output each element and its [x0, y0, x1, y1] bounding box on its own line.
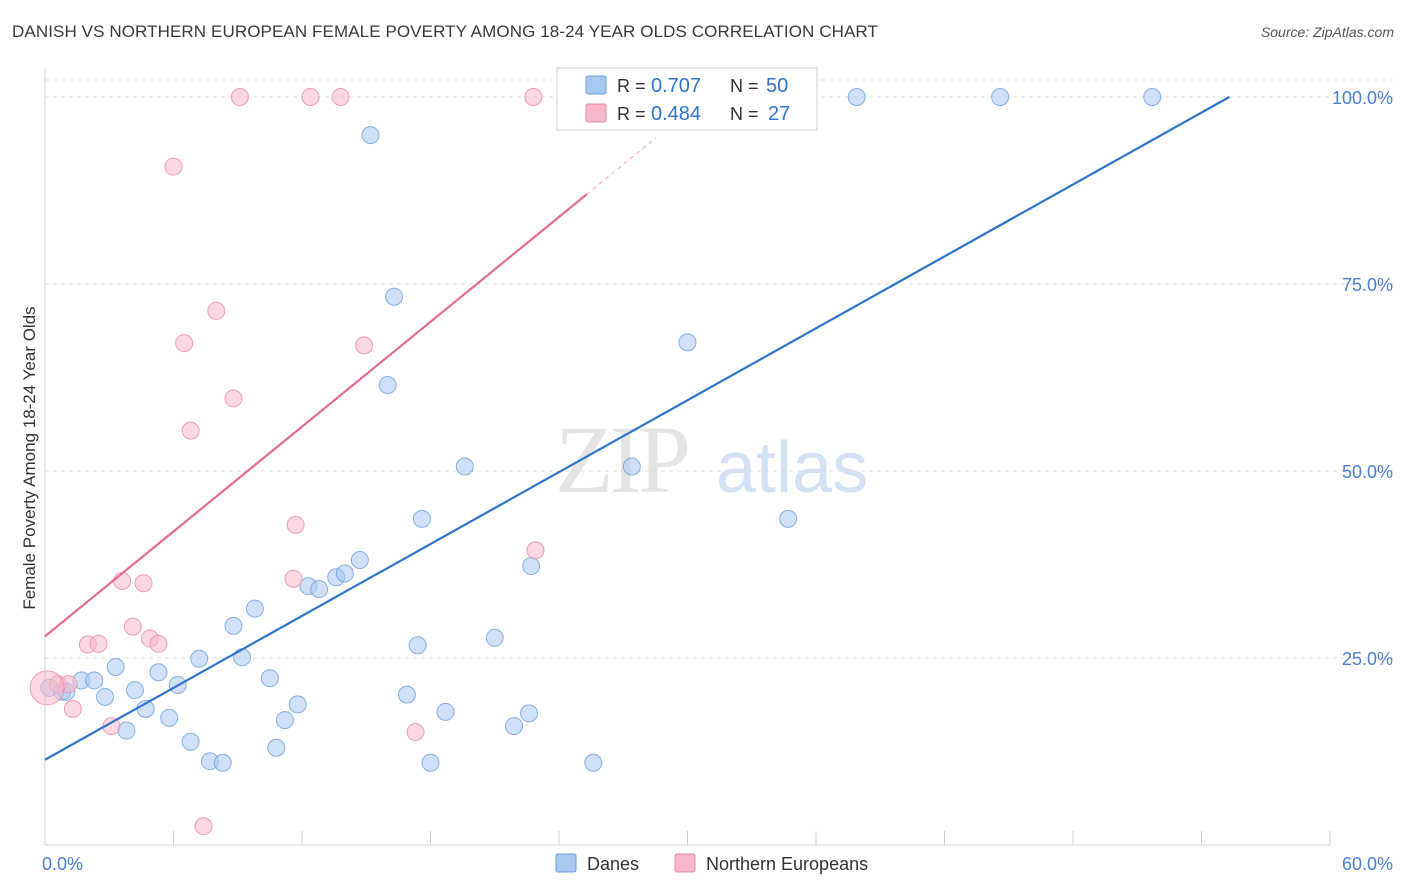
point-danes: [85, 671, 104, 690]
point-northern-europeans: [301, 88, 320, 106]
point-danes: [779, 509, 798, 528]
point-northern-europeans: [175, 334, 194, 353]
source-label: Source: ZipAtlas.com: [1260, 24, 1394, 40]
watermark-atlas: atlas: [716, 428, 868, 508]
legend-swatch-danes: [555, 853, 577, 873]
stats-swatch-danes: [585, 75, 607, 95]
point-danes: [260, 669, 279, 688]
point-northern-europeans: [194, 817, 213, 836]
point-northern-europeans: [224, 389, 243, 408]
point-danes: [421, 753, 440, 772]
point-northern-europeans: [134, 574, 153, 593]
point-danes: [275, 711, 294, 730]
point-danes: [95, 687, 114, 706]
stats-r-value-danes: 0.707: [651, 75, 701, 97]
grid: [45, 79, 1393, 659]
point-danes: [106, 657, 125, 676]
legend-swatch-northern-europeans: [674, 853, 696, 873]
point-danes: [245, 599, 264, 618]
point-danes: [310, 580, 329, 599]
point-danes: [233, 648, 252, 667]
point-northern-europeans: [29, 670, 65, 706]
point-northern-europeans: [164, 157, 183, 176]
x-tick-label: 60.0%: [1342, 854, 1393, 874]
chart-title: DANISH VS NORTHERN EUROPEAN FEMALE POVER…: [12, 22, 878, 41]
point-northern-europeans: [89, 634, 108, 653]
point-danes: [485, 628, 504, 647]
point-danes: [213, 753, 232, 772]
point-danes: [125, 681, 144, 700]
point-northern-europeans: [355, 336, 374, 355]
stats-r-value-northern-europeans: 0.484: [651, 103, 701, 125]
point-danes: [350, 551, 369, 570]
point-danes: [522, 556, 541, 575]
point-northern-europeans: [331, 88, 350, 106]
point-northern-europeans: [207, 301, 226, 320]
point-danes: [1143, 88, 1162, 106]
stats-box: R = 0.707 N = 50 R = 0.484 N = 27: [556, 67, 818, 131]
x-tick-label: 0.0%: [42, 854, 83, 874]
stats-n-label-danes: N =: [730, 76, 759, 96]
point-northern-europeans: [526, 541, 545, 560]
point-northern-europeans: [286, 515, 305, 534]
point-northern-europeans: [113, 571, 132, 590]
point-danes: [190, 649, 209, 668]
point-danes: [412, 509, 431, 528]
axes: 25.0% 50.0% 75.0% 100.0% 0.0% 60.0%: [42, 68, 1393, 874]
point-danes: [378, 375, 397, 394]
point-danes: [505, 717, 524, 736]
point-northern-europeans: [406, 723, 425, 742]
point-danes: [520, 704, 539, 723]
point-danes: [408, 636, 427, 655]
point-danes: [288, 695, 307, 714]
point-danes: [622, 457, 641, 476]
point-danes: [455, 457, 474, 476]
y-tick-label: 75.0%: [1342, 275, 1393, 295]
y-axis-title: Female Poverty Among 18-24 Year Olds: [20, 306, 39, 609]
point-danes: [991, 88, 1010, 106]
stats-r-label-danes: R =: [617, 76, 646, 96]
point-danes: [678, 333, 697, 352]
point-northern-europeans: [230, 88, 249, 106]
stats-n-label-northern-europeans: N =: [730, 104, 759, 124]
point-danes: [267, 738, 286, 757]
point-danes: [397, 685, 416, 704]
point-danes: [149, 663, 168, 682]
trend-line-danes: [44, 96, 1230, 761]
legend: Danes Northern Europeans: [555, 853, 868, 874]
point-danes: [181, 732, 200, 751]
point-northern-europeans: [123, 617, 142, 636]
point-danes: [436, 702, 455, 721]
point-danes: [224, 616, 243, 635]
trend-lines: [44, 96, 1230, 761]
watermark-zip: ZIP: [555, 406, 688, 513]
point-danes: [117, 721, 136, 740]
point-danes: [584, 753, 603, 772]
y-tick-label: 50.0%: [1342, 462, 1393, 482]
point-danes: [385, 287, 404, 306]
point-northern-europeans: [102, 717, 121, 736]
y-tick-label: 25.0%: [1342, 649, 1393, 669]
point-northern-europeans: [181, 421, 200, 440]
legend-label-danes: Danes: [587, 854, 639, 874]
trend-line-northern-europeans-extension: [586, 137, 656, 195]
point-danes: [335, 564, 354, 583]
point-northern-europeans: [284, 569, 303, 588]
point-danes: [361, 126, 380, 145]
point-danes: [847, 88, 866, 106]
point-northern-europeans: [524, 88, 543, 106]
legend-label-northern-europeans: Northern Europeans: [706, 854, 868, 874]
point-northern-europeans: [63, 699, 82, 718]
stats-r-label-northern-europeans: R =: [617, 104, 646, 124]
y-tick-label: 100.0%: [1332, 88, 1393, 108]
stats-n-value-northern-europeans: 27: [768, 103, 790, 125]
point-danes: [160, 708, 179, 727]
stats-n-value-danes: 50: [766, 75, 788, 97]
stats-swatch-northern-europeans: [585, 103, 607, 123]
point-northern-europeans: [149, 634, 168, 653]
trend-line-northern-europeans: [44, 193, 588, 638]
